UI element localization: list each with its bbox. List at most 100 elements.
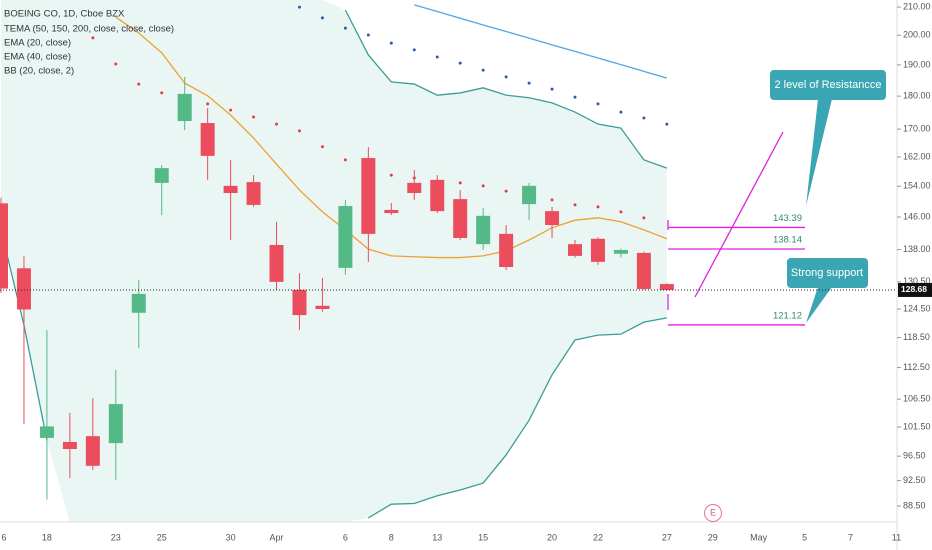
y-tick-label: 96.50 <box>903 451 926 461</box>
earnings-circle <box>704 504 722 522</box>
y-tick-label: 118.50 <box>903 332 930 342</box>
legend-item: BB (20, close, 2) <box>4 66 74 77</box>
plot-area <box>0 0 674 522</box>
legend-item: TEMA (50, 150, 200, close, close, close) <box>4 24 174 35</box>
indicator-dot <box>320 16 324 20</box>
indicator-dot <box>619 110 623 114</box>
indicator-dot <box>389 173 393 177</box>
candle-body <box>292 289 307 316</box>
callout-box <box>770 70 886 100</box>
x-tick-label: 25 <box>157 532 167 542</box>
candle-body <box>568 244 582 256</box>
indicator-dot <box>389 41 393 45</box>
candle-body <box>361 158 376 234</box>
x-tick-label: 6 <box>1 532 6 542</box>
indicator-line <box>344 9 668 169</box>
trend-line <box>694 131 784 298</box>
callout-text: 2 level of Resistancce <box>775 79 882 91</box>
callout-pointer <box>806 99 832 206</box>
indicator-dot <box>275 122 279 126</box>
indicator-dot <box>481 68 485 72</box>
x-tick-label: 29 <box>708 532 718 542</box>
indicator-dot <box>642 216 646 220</box>
indicator-dot <box>596 102 600 106</box>
y-tick-label: 101.50 <box>903 421 931 431</box>
legend-item: EMA (20, close) <box>4 38 71 49</box>
indicator-dot <box>458 61 462 65</box>
earnings-label: E <box>710 507 716 517</box>
indicator-dot <box>481 184 485 188</box>
callout-box <box>787 258 868 288</box>
indicator-dot <box>642 116 646 120</box>
indicator-dot <box>114 62 118 66</box>
indicator-dot <box>160 91 164 95</box>
candle-body <box>590 238 605 262</box>
level-label: 138.14 <box>773 234 802 245</box>
candle-body <box>0 203 8 289</box>
candle-body <box>177 93 192 122</box>
x-tick-label: 22 <box>593 532 603 542</box>
indicator-line <box>414 4 668 79</box>
candle-body <box>246 182 261 205</box>
candle-body <box>522 185 537 205</box>
callout: Strong support <box>787 258 868 323</box>
band-fill <box>1 0 667 522</box>
indicator-dot <box>320 145 324 149</box>
x-tick-label: 6 <box>343 532 348 542</box>
x-tick-label: May <box>750 532 768 542</box>
candle-body <box>476 215 491 245</box>
legend: BOEING CO, 1D, Cboe BZX TEMA (50, 150, 2… <box>4 9 174 77</box>
x-tick-label: 5 <box>802 532 807 542</box>
indicator-dot <box>435 55 439 59</box>
y-tick-label: 138.00 <box>903 244 931 254</box>
x-tick-label: 13 <box>432 532 442 542</box>
y-tick-label: 146.00 <box>903 211 931 221</box>
indicator-dot <box>206 102 210 106</box>
indicator-dot <box>343 158 347 162</box>
indicator-dot <box>366 33 370 37</box>
candle-body <box>154 168 169 183</box>
legend-title: BOEING CO, 1D, Cboe BZX <box>4 9 125 20</box>
y-tick-label: 112.50 <box>903 362 930 372</box>
y-tick-label: 180.00 <box>903 91 931 101</box>
candle-body <box>407 182 422 194</box>
candle-body <box>108 404 123 444</box>
y-tick-label: 190.00 <box>903 59 931 69</box>
candle-body <box>200 123 215 156</box>
earnings-marker: E <box>704 504 722 522</box>
x-tick-label: 23 <box>111 532 121 542</box>
y-tick-label: 106.50 <box>903 394 931 404</box>
candle-body <box>223 185 238 194</box>
candle-body <box>636 252 651 289</box>
callout-pointer <box>806 287 832 323</box>
indicator-dot <box>619 210 623 214</box>
indicator-dot <box>297 129 301 133</box>
candle-body <box>659 284 674 290</box>
candle-body <box>269 244 284 282</box>
candle-body <box>85 436 100 466</box>
indicator-dot <box>252 115 256 119</box>
candle-body <box>338 206 353 268</box>
candle-body <box>384 209 399 214</box>
indicator-dot <box>137 82 141 86</box>
last-price-label: 128.68 <box>901 284 927 294</box>
indicator-dot <box>343 26 347 30</box>
candle-body <box>39 426 54 438</box>
y-tick-label: 170.00 <box>903 124 931 134</box>
callout-text: Strong support <box>791 267 863 279</box>
indicator-dot <box>91 36 95 40</box>
indicator-dot <box>550 198 554 202</box>
candle-body <box>315 305 330 310</box>
candle-body <box>613 249 628 254</box>
x-tick-label: 11 <box>892 532 901 542</box>
indicator-dot <box>229 108 233 112</box>
y-tick-label: 210.00 <box>903 1 931 11</box>
candle-body <box>499 233 514 267</box>
indicator-dot <box>297 5 301 9</box>
indicator-dot <box>458 181 462 185</box>
indicator-dot <box>573 203 577 207</box>
candle-body <box>545 211 560 225</box>
legend-item: EMA (40, close) <box>4 52 71 63</box>
x-tick-label: 8 <box>389 532 394 542</box>
